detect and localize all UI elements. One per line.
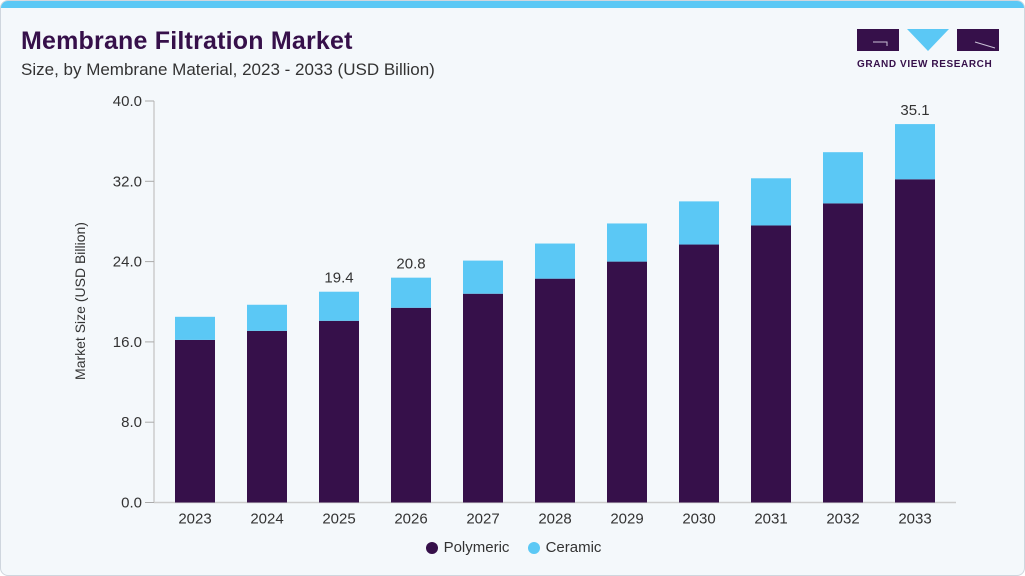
y-tick-label: 0.0	[121, 495, 142, 512]
x-tick-label: 2029	[610, 511, 643, 528]
chart-subtitle: Size, by Membrane Material, 2023 - 2033 …	[21, 60, 435, 79]
bar-polymeric-2033	[895, 179, 935, 503]
legend: Polymeric Ceramic	[1, 539, 1024, 558]
bar-polymeric-2028	[535, 278, 575, 503]
x-tick-label: 2031	[754, 511, 787, 528]
bar-polymeric-2024	[247, 330, 287, 503]
bar-ceramic-2027	[463, 260, 503, 294]
legend-swatch-ceramic	[527, 541, 540, 554]
y-tick-label: 32.0	[113, 173, 142, 190]
bar-ceramic-2029	[607, 223, 647, 262]
bar-ceramic-2033	[895, 124, 935, 180]
bar-polymeric-2025	[319, 320, 359, 503]
bar-ceramic-2025	[319, 291, 359, 321]
y-tick-label: 8.0	[121, 414, 142, 431]
x-tick-label: 2026	[394, 511, 427, 528]
legend-label: Ceramic	[545, 539, 602, 556]
gvr-logo	[857, 29, 999, 51]
data-label-2033: 35.1	[900, 102, 929, 119]
y-tick-label: 24.0	[113, 254, 142, 271]
x-tick-label: 2033	[898, 511, 931, 528]
data-label-2025: 19.4	[324, 270, 353, 287]
accent-bar	[1, 1, 1024, 8]
chart-title: Membrane Filtration Market	[21, 27, 353, 55]
bar-polymeric-2030	[679, 244, 719, 503]
bar-ceramic-2023	[175, 316, 215, 340]
bar-polymeric-2029	[607, 261, 647, 503]
legend-label: Polymeric	[443, 539, 510, 556]
logo-text: GRAND VIEW RESEARCH	[857, 59, 993, 70]
bar-ceramic-2031	[751, 178, 791, 226]
x-tick-label: 2030	[682, 511, 715, 528]
bar-polymeric-2032	[823, 203, 863, 503]
y-axis-label: Market Size (USD Billion)	[72, 222, 88, 380]
x-tick-label: 2027	[466, 511, 499, 528]
x-tick-label: 2025	[322, 511, 355, 528]
x-tick-label: 2032	[826, 511, 859, 528]
x-tick-label: 2023	[178, 511, 211, 528]
bar-ceramic-2032	[823, 152, 863, 204]
legend-item-ceramic[interactable]: Ceramic	[527, 539, 602, 556]
legend-item-polymeric[interactable]: Polymeric	[425, 539, 510, 556]
y-tick-label: 16.0	[113, 334, 142, 351]
data-label-2026: 20.8	[396, 256, 425, 273]
bar-polymeric-2026	[391, 307, 431, 503]
x-tick-label: 2024	[250, 511, 283, 528]
x-tick-label: 2028	[538, 511, 571, 528]
bar-polymeric-2031	[751, 225, 791, 503]
bar-ceramic-2026	[391, 277, 431, 308]
bar-polymeric-2023	[175, 339, 215, 503]
legend-swatch-polymeric	[425, 541, 438, 554]
y-tick-label: 40.0	[113, 93, 142, 110]
bar-ceramic-2028	[535, 243, 575, 279]
bar-ceramic-2024	[247, 304, 287, 331]
bar-polymeric-2027	[463, 293, 503, 503]
bar-ceramic-2030	[679, 201, 719, 245]
